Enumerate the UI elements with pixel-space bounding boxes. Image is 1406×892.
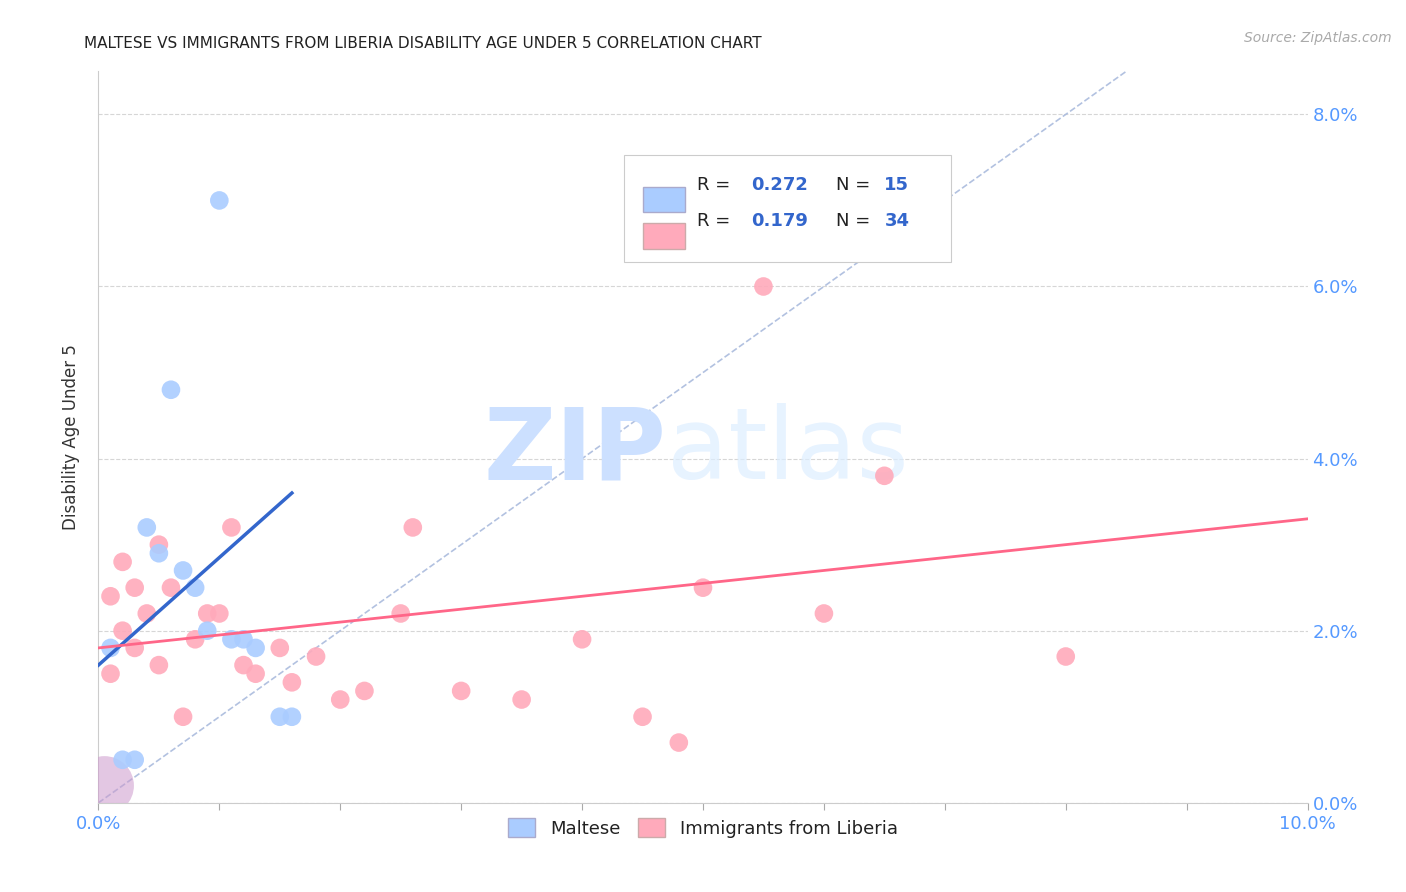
Y-axis label: Disability Age Under 5: Disability Age Under 5	[62, 344, 80, 530]
Text: 0.272: 0.272	[751, 176, 808, 194]
Point	[148, 658, 170, 673]
Point	[1054, 649, 1077, 664]
Point	[813, 607, 835, 621]
Text: atlas: atlas	[666, 403, 908, 500]
Point	[208, 607, 231, 621]
Text: 0.179: 0.179	[751, 212, 808, 230]
Point	[208, 194, 231, 208]
Point	[873, 468, 896, 483]
Point	[510, 692, 533, 706]
Point	[184, 632, 207, 647]
Point	[668, 735, 690, 749]
Point	[571, 632, 593, 647]
Point	[232, 632, 254, 647]
Point	[124, 581, 146, 595]
Point	[124, 640, 146, 655]
Point	[269, 640, 291, 655]
Point	[269, 710, 291, 724]
Point	[232, 658, 254, 673]
Point	[100, 640, 122, 655]
Point	[111, 624, 134, 638]
Point	[100, 589, 122, 603]
Point	[631, 710, 654, 724]
Text: R =: R =	[697, 176, 735, 194]
Text: R =: R =	[697, 212, 735, 230]
Point	[195, 624, 218, 638]
Point	[93, 779, 115, 793]
Text: N =: N =	[837, 176, 876, 194]
Point	[148, 538, 170, 552]
Legend: Maltese, Immigrants from Liberia: Maltese, Immigrants from Liberia	[501, 811, 905, 845]
Point	[305, 649, 328, 664]
Point	[329, 692, 352, 706]
Point	[389, 607, 412, 621]
Point	[100, 666, 122, 681]
Text: N =: N =	[837, 212, 876, 230]
Point	[281, 675, 304, 690]
Point	[184, 581, 207, 595]
FancyBboxPatch shape	[643, 186, 685, 212]
FancyBboxPatch shape	[624, 155, 950, 261]
Point	[111, 753, 134, 767]
Point	[195, 607, 218, 621]
Point	[111, 555, 134, 569]
Text: Source: ZipAtlas.com: Source: ZipAtlas.com	[1244, 31, 1392, 45]
Point	[172, 564, 194, 578]
FancyBboxPatch shape	[643, 223, 685, 249]
Point	[221, 632, 243, 647]
Point	[124, 753, 146, 767]
Point	[353, 684, 375, 698]
Point	[402, 520, 425, 534]
Point	[752, 279, 775, 293]
Point	[245, 640, 267, 655]
Point	[221, 520, 243, 534]
Point	[135, 607, 157, 621]
Point	[135, 520, 157, 534]
Point	[281, 710, 304, 724]
Text: 34: 34	[884, 212, 910, 230]
Point	[692, 581, 714, 595]
Point	[160, 383, 183, 397]
Point	[160, 581, 183, 595]
Point	[245, 666, 267, 681]
Text: 15: 15	[884, 176, 910, 194]
Text: ZIP: ZIP	[484, 403, 666, 500]
Point	[148, 546, 170, 560]
Point	[450, 684, 472, 698]
Text: MALTESE VS IMMIGRANTS FROM LIBERIA DISABILITY AGE UNDER 5 CORRELATION CHART: MALTESE VS IMMIGRANTS FROM LIBERIA DISAB…	[84, 36, 762, 51]
Point	[172, 710, 194, 724]
